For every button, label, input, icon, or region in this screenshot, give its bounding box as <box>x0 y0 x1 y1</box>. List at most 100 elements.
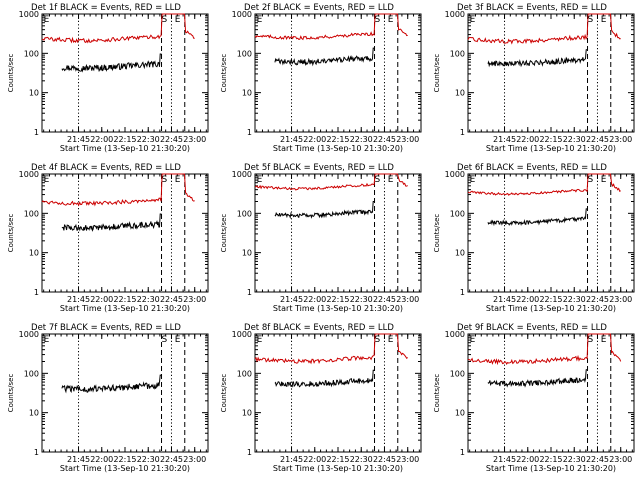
y-tick-label: 10 <box>455 409 465 418</box>
x-tick-label: 23:00 <box>183 295 206 304</box>
x-tick-label: 22:00 <box>303 135 326 144</box>
y-tick-label: 10 <box>29 409 39 418</box>
x-axis-label: Start Time (13-Sep-10 21:30:20) <box>60 304 190 313</box>
event-marker: S <box>588 15 594 25</box>
y-tick-label: 100 <box>24 369 39 378</box>
x-tick-label: 22:45 <box>586 295 609 304</box>
plot-frame <box>467 13 635 133</box>
y-tick-label: 10 <box>242 89 252 98</box>
x-tick-label: 22:00 <box>303 295 326 304</box>
y-tick-label: 10 <box>242 249 252 258</box>
panel-title: Det 9f BLACK = Events, RED = LLD <box>457 323 607 333</box>
y-tick-label: 1000 <box>445 170 465 179</box>
x-axis-label: Start Time (13-Sep-10 21:30:20) <box>273 304 403 313</box>
x-axis-label: Start Time (13-Sep-10 21:30:20) <box>273 464 403 473</box>
lld-series-line <box>41 13 195 44</box>
panel-det-4: Det 4f BLACK = Events, RED = LLD 1 10 100 10… <box>7 163 209 313</box>
x-tick-label: 23:00 <box>183 135 206 144</box>
x-axis-label: Start Time (13-Sep-10 21:30:20) <box>486 304 616 313</box>
y-tick-label: 100 <box>237 209 252 218</box>
x-tick-label: 21:45 <box>280 455 303 464</box>
y-axis-label: Counts/sec <box>7 54 15 93</box>
x-tick-label: 22:00 <box>516 135 539 144</box>
plot-frame <box>254 173 422 293</box>
y-axis-label: Counts/sec <box>220 374 228 413</box>
plot-frame <box>467 173 635 293</box>
event-marker: E <box>601 175 607 185</box>
x-tick-label: 22:00 <box>90 135 113 144</box>
panel-title: Det 8f BLACK = Events, RED = LLD <box>244 323 394 333</box>
y-tick-label: 100 <box>24 209 39 218</box>
event-marker: E <box>388 335 394 345</box>
panel-title: Det 5f BLACK = Events, RED = LLD <box>244 163 394 173</box>
y-axis-label: Counts/sec <box>433 374 441 413</box>
events-series-line <box>487 369 588 388</box>
x-tick-label: 22:00 <box>516 455 539 464</box>
x-tick-label: 22:30 <box>137 135 160 144</box>
panel-det-1: Det 1f BLACK = Events, RED = LLD 1 10 100 10… <box>7 3 209 153</box>
x-tick-label: 21:45 <box>493 455 516 464</box>
panel-det-6: Det 6f BLACK = Events, RED = LLD 1 10 100 10… <box>433 163 635 313</box>
x-tick-label: 22:00 <box>516 295 539 304</box>
y-tick-label: 10 <box>455 249 465 258</box>
x-tick-label: 22:45 <box>373 295 396 304</box>
event-marker: S <box>162 15 168 25</box>
x-tick-label: 21:45 <box>67 295 90 304</box>
event-marker: E <box>388 15 394 25</box>
x-tick-label: 22:15 <box>326 135 349 144</box>
y-tick-label: 1 <box>34 128 39 137</box>
y-tick-label: 1000 <box>445 10 465 19</box>
event-marker: E <box>44 15 50 25</box>
x-tick-label: 23:00 <box>609 135 632 144</box>
events-series-line <box>61 53 162 73</box>
y-axis-label: Counts/sec <box>433 54 441 93</box>
x-tick-label: 21:45 <box>280 295 303 304</box>
y-tick-label: 1 <box>34 448 39 457</box>
lld-series-line <box>255 173 408 191</box>
event-marker: S <box>588 335 594 345</box>
y-tick-label: 100 <box>24 49 39 58</box>
x-tick-label: 23:00 <box>396 295 419 304</box>
x-axis-label: Start Time (13-Sep-10 21:30:20) <box>273 144 403 153</box>
event-marker: E <box>175 335 181 345</box>
x-tick-label: 22:30 <box>563 135 586 144</box>
event-marker: E <box>175 15 181 25</box>
y-tick-label: 100 <box>237 49 252 58</box>
plot-frame <box>467 333 635 453</box>
x-tick-label: 22:15 <box>113 135 136 144</box>
x-tick-label: 22:30 <box>350 135 373 144</box>
x-tick-label: 22:15 <box>539 455 562 464</box>
event-marker: E <box>257 335 263 345</box>
lld-series-line <box>254 333 409 365</box>
events-series-line <box>274 369 375 388</box>
x-tick-label: 22:45 <box>373 135 396 144</box>
y-axis-label: Counts/sec <box>7 214 15 253</box>
y-tick-label: 1000 <box>19 170 39 179</box>
y-tick-label: 100 <box>450 369 465 378</box>
x-tick-label: 21:45 <box>280 135 303 144</box>
x-tick-label: 22:30 <box>563 455 586 464</box>
events-series-line <box>487 49 588 68</box>
event-marker: E <box>44 175 50 185</box>
y-axis-label: Counts/sec <box>433 214 441 253</box>
panel-title: Det 3f BLACK = Events, RED = LLD <box>457 3 607 13</box>
y-tick-label: 1 <box>460 288 465 297</box>
x-tick-label: 22:00 <box>303 455 326 464</box>
x-tick-label: 22:45 <box>160 135 183 144</box>
y-tick-label: 10 <box>242 409 252 418</box>
event-marker: S <box>375 175 381 185</box>
x-tick-label: 23:00 <box>183 455 206 464</box>
plot-frame <box>41 173 209 293</box>
x-tick-label: 22:15 <box>113 455 136 464</box>
y-tick-label: 1 <box>34 288 39 297</box>
x-axis-label: Start Time (13-Sep-10 21:30:20) <box>486 464 616 473</box>
panel-det-2: Det 2f BLACK = Events, RED = LLD 1 10 100 10… <box>220 3 422 153</box>
x-tick-label: 22:30 <box>137 455 160 464</box>
x-tick-label: 23:00 <box>396 135 419 144</box>
panel-det-7: Det 7f BLACK = Events, RED = LLD 1 10 100 10… <box>7 323 209 473</box>
event-marker: S <box>588 175 594 185</box>
x-tick-label: 21:45 <box>67 455 90 464</box>
x-tick-label: 22:45 <box>160 295 183 304</box>
plot-frame <box>254 13 422 133</box>
event-marker: E <box>44 335 50 345</box>
